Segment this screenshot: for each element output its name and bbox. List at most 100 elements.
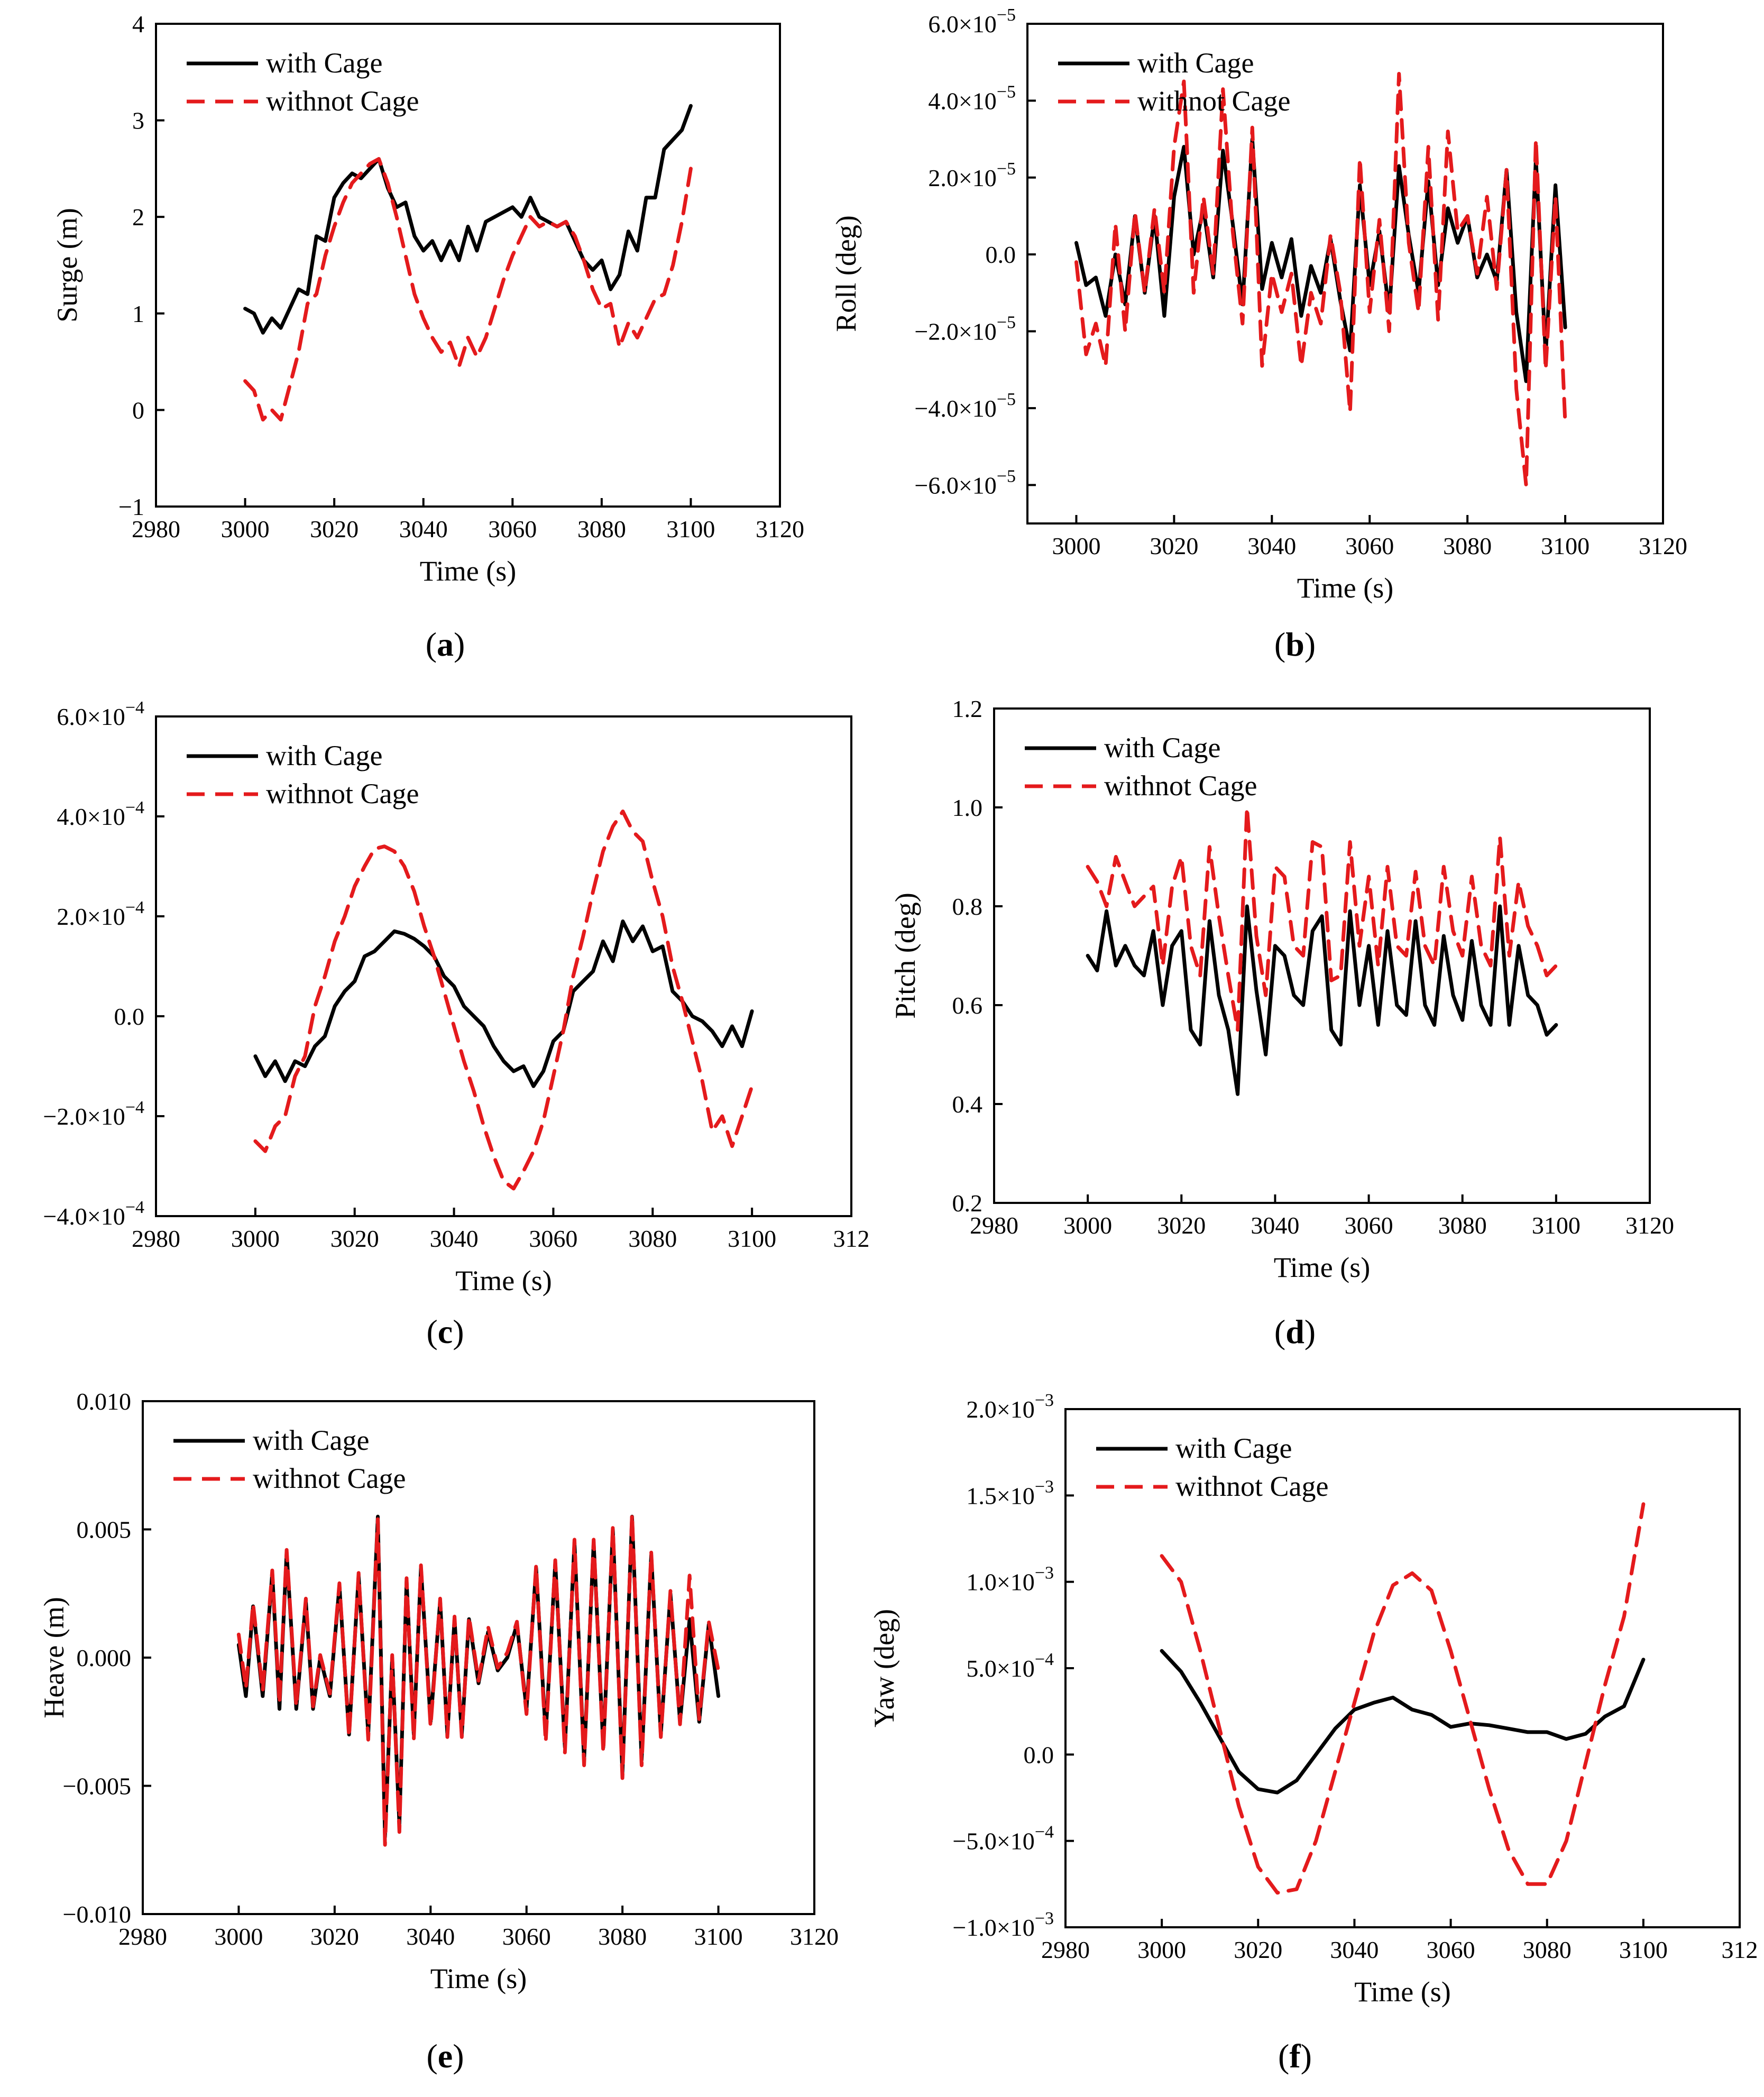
y-tick-label: −0.005 <box>63 1773 131 1800</box>
legend-label: with Cage <box>266 47 382 79</box>
panel-a: 2980 3000 3020 3040 3060 3080 3100 3120 −1 0 1 2 3 4 T… <box>51 11 804 663</box>
y-tick-label: −2.0×10−4 <box>43 1098 144 1130</box>
legend-label: withnot Cage <box>1137 85 1290 117</box>
x-tick-label: 3060 <box>1345 532 1394 559</box>
x-tick-label: 3120 <box>1625 1212 1674 1239</box>
plot-frame <box>1026 23 1664 525</box>
legend-label: withnot Cage <box>1175 1470 1328 1502</box>
x-axis-title: Time (s) <box>455 1265 552 1296</box>
x-tick-label: 3120 <box>790 1923 839 1950</box>
x-tick-label: 3080 <box>1443 532 1492 559</box>
y-tick-label: 1 <box>132 300 144 327</box>
y-tick-label: 0.2 <box>952 1190 983 1217</box>
legend-label: with Cage <box>266 740 382 771</box>
x-tick-label: 3040 <box>1251 1212 1299 1239</box>
x-tick-label: 3060 <box>502 1923 551 1950</box>
x-tick-label: 3020 <box>1150 532 1198 559</box>
x-tick-label: 3060 <box>1427 1936 1475 1963</box>
legend-label: withnot Cage <box>266 778 419 810</box>
y-tick-label: 4 <box>132 11 144 38</box>
panel-label: (c) <box>426 1313 464 1350</box>
y-tick-label: −0.010 <box>63 1901 131 1928</box>
y-tick-label: 0.010 <box>77 1388 132 1415</box>
panel-label: (d) <box>1274 1313 1316 1350</box>
legend-label: with Cage <box>1175 1432 1292 1464</box>
x-tick-label: 3080 <box>628 1225 677 1252</box>
panel-f: 2980 3000 3020 3040 3060 3080 3100 312 −1.0×10−3… <box>868 1391 1758 2075</box>
series-line-with-cage <box>1160 1649 1646 1795</box>
x-tick-label: 3080 <box>598 1923 647 1950</box>
x-tick-label: 3100 <box>1541 532 1590 559</box>
y-axis-title: Heave (m) <box>38 1597 70 1718</box>
x-tick-label: 3060 <box>529 1225 577 1252</box>
series-line-with-cage <box>1086 904 1558 1096</box>
panel-d: 2980 3000 3020 3040 3060 3080 3100 3120 0.2 0.4 0.… <box>889 695 1674 1350</box>
x-axis-title: Time (s) <box>430 1963 527 1994</box>
legend-label: withnot Cage <box>266 85 419 117</box>
panel-b: 3000 3020 3040 3060 3080 3100 3120 −6.0×10−5 −4.… <box>830 5 1687 663</box>
x-tick-label: 3100 <box>1619 1936 1668 1963</box>
panel-label: (e) <box>426 2037 464 2075</box>
x-tick-label: 2980 <box>970 1212 1018 1239</box>
y-axis-title: Surge (m) <box>51 208 83 322</box>
x-tick-label: 3060 <box>1345 1212 1393 1239</box>
y-axis-title: Pitch (deg) <box>889 893 921 1018</box>
x-tick-label: 3080 <box>1438 1212 1487 1239</box>
y-tick-label: 0.6 <box>952 992 983 1019</box>
series-line-withnot-cage <box>236 1512 721 1847</box>
x-tick-label: 3060 <box>488 516 537 542</box>
x-tick-label: 3020 <box>310 1923 359 1950</box>
y-tick-label: −4.0×10−5 <box>914 390 1016 422</box>
x-tick-label: 3000 <box>1052 532 1100 559</box>
y-tick-label: 1.0×10−3 <box>966 1563 1054 1596</box>
legend-label: withnot Cage <box>253 1463 406 1494</box>
y-axis-title: Yaw (deg) <box>868 1609 900 1727</box>
panel-label: (a) <box>426 626 465 663</box>
x-tick-label: 3100 <box>694 1923 743 1950</box>
y-tick-label: −6.0×10−5 <box>914 466 1016 499</box>
y-tick-label: 3 <box>132 107 144 134</box>
series-line-withnot-cage <box>243 157 693 422</box>
legend-label: with Cage <box>1104 732 1220 764</box>
x-tick-label: 3020 <box>1234 1936 1282 1963</box>
plot-frame <box>155 715 852 1217</box>
x-tick-label: 2980 <box>118 1923 167 1950</box>
x-tick-label: 3080 <box>1523 1936 1572 1963</box>
x-tick-label: 2980 <box>132 516 180 542</box>
y-tick-label: 0.4 <box>952 1091 983 1118</box>
y-tick-label: 0.0 <box>986 241 1016 268</box>
y-tick-label: −4.0×10−4 <box>43 1198 144 1230</box>
x-tick-label: 3040 <box>406 1923 455 1950</box>
series-line-withnot-cage <box>1086 805 1558 1032</box>
legend-label: withnot Cage <box>1104 770 1257 802</box>
x-axis-title: Time (s) <box>1354 1976 1451 2008</box>
y-tick-label: −2.0×10−5 <box>914 313 1016 345</box>
x-axis-title: Time (s) <box>1274 1252 1371 1283</box>
panel-e: 2980 3000 3020 3040 3060 3080 3100 3120 −0.010 −0… <box>38 1388 839 2075</box>
series-line-withnot-cage <box>1074 72 1567 487</box>
y-tick-label: 1.2 <box>952 695 983 722</box>
y-axis-title: Roll (deg) <box>830 215 862 332</box>
x-tick-label: 3020 <box>1157 1212 1206 1239</box>
legend-label: with Cage <box>253 1424 369 1456</box>
x-tick-label: 3000 <box>231 1225 280 1252</box>
x-axis-title: Time (s) <box>1297 572 1394 604</box>
x-tick-label: 3040 <box>399 516 448 542</box>
y-tick-label: 2.0×10−5 <box>928 159 1016 191</box>
y-tick-label: 1.5×10−3 <box>966 1477 1054 1509</box>
y-tick-label: 0.0 <box>114 1003 145 1030</box>
y-tick-label: 0.005 <box>77 1516 132 1543</box>
y-tick-label: 0.8 <box>952 893 983 920</box>
x-tick-label: 3080 <box>577 516 626 542</box>
x-tick-label: 3040 <box>1330 1936 1379 1963</box>
series-line-with-cage <box>243 104 693 335</box>
x-tick-label: 3000 <box>1063 1212 1112 1239</box>
y-tick-label: 2 <box>132 204 144 231</box>
y-tick-label: 0 <box>132 397 144 424</box>
x-tick-label: 3120 <box>1639 532 1687 559</box>
y-tick-label: 2.0×10−4 <box>57 898 144 930</box>
x-tick-label: 3040 <box>430 1225 479 1252</box>
y-tick-label: 0.0 <box>1024 1741 1054 1768</box>
y-tick-label: 6.0×10−5 <box>928 5 1016 38</box>
